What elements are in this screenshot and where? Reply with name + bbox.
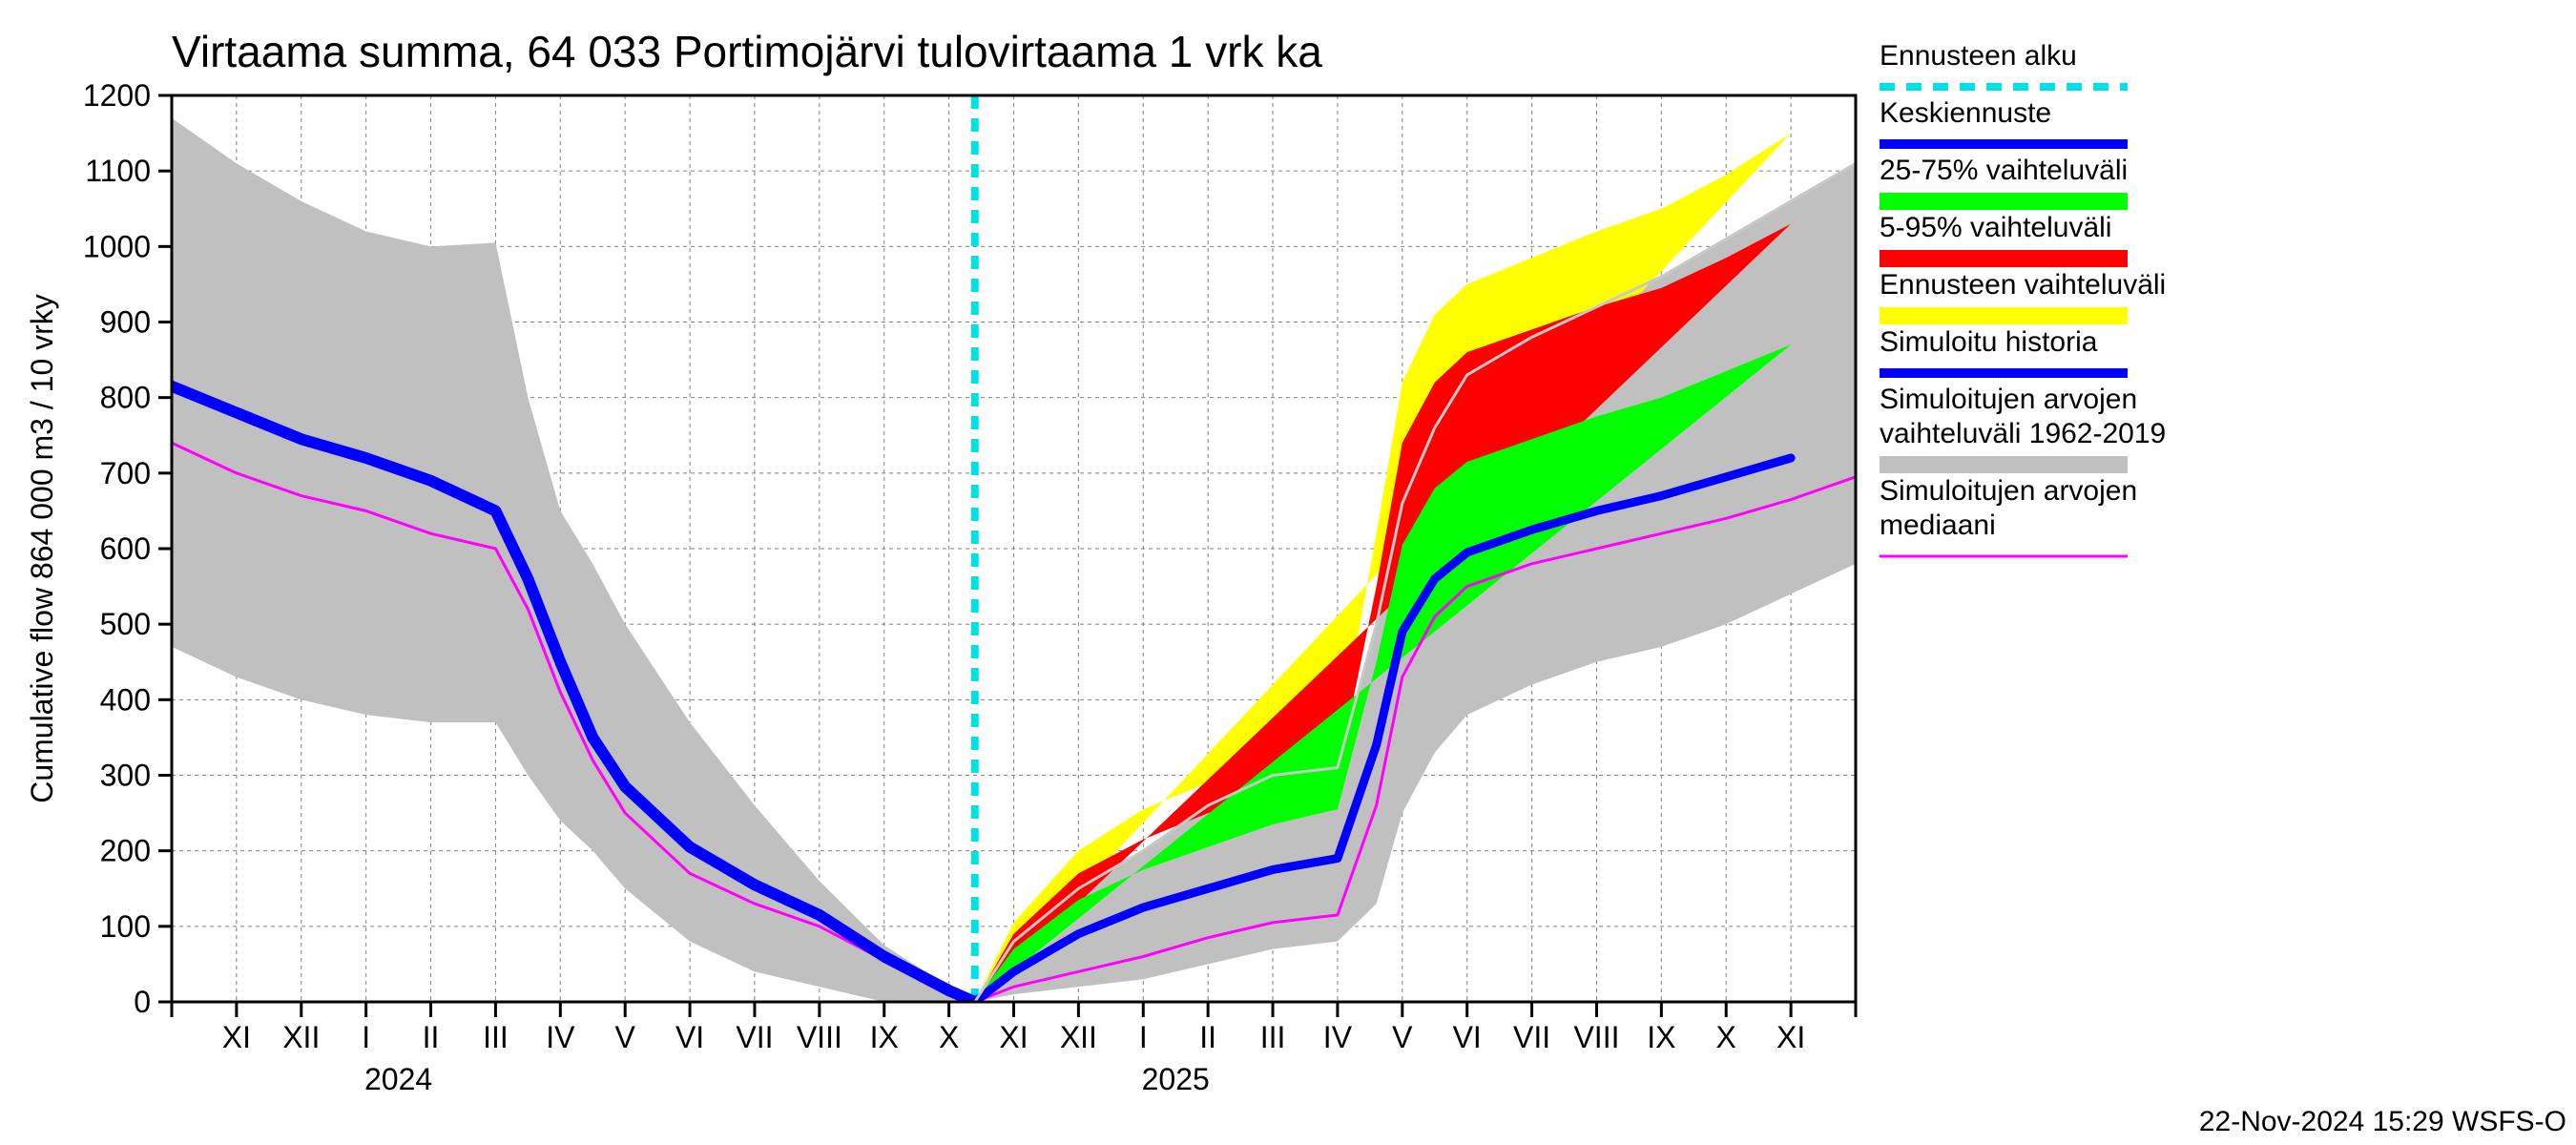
x-tick-label: I	[1139, 1020, 1148, 1054]
x-tick-label: II	[1199, 1020, 1216, 1054]
y-tick-label: 900	[100, 305, 151, 340]
legend-label: mediaani	[1880, 510, 1996, 541]
x-tick-label: IV	[546, 1020, 575, 1054]
legend-label: Keskiennuste	[1880, 97, 2051, 129]
y-tick-label: 1100	[85, 154, 151, 188]
x-tick-label: XI	[999, 1020, 1028, 1054]
y-tick-label: 600	[100, 531, 151, 566]
x-tick-label: X	[1716, 1020, 1736, 1054]
x-tick-label: XI	[1776, 1020, 1805, 1054]
x-tick-label: XII	[1060, 1020, 1097, 1054]
x-tick-label: III	[483, 1020, 509, 1054]
x-tick-label: X	[939, 1020, 959, 1054]
legend-label: Simuloitu historia	[1880, 326, 2098, 358]
x-tick-label: XII	[282, 1020, 320, 1054]
y-tick-label: 1000	[83, 229, 151, 263]
legend-label: Simuloitujen arvojen	[1880, 384, 2137, 415]
y-tick-label: 200	[100, 834, 151, 868]
legend-label: 25-75% vaihteluväli	[1880, 155, 2128, 186]
y-tick-label: 500	[100, 607, 151, 641]
y-tick-label: 800	[100, 381, 151, 415]
x-axis: XIXIIIIIIIIIVVVIVIIVIIIIXXXIXIIIIIIIIIVV…	[172, 1002, 1856, 1096]
y-tick-label: 100	[100, 909, 151, 944]
y-tick-label: 1200	[83, 78, 151, 113]
x-tick-label: IV	[1323, 1020, 1353, 1054]
legend: Ennusteen alku Keskiennuste 25-75% vaihtel…	[1880, 40, 2166, 556]
x-tick-label: VII	[1513, 1020, 1550, 1054]
chart-svg: 0 100 200 300 400 500 600 700 800 900 1000 1100 1200…	[0, 0, 2576, 1145]
legend-swatch	[1880, 307, 2128, 324]
x-tick-label: VI	[1453, 1020, 1482, 1054]
y-axis-label: Cumulative flow 864 000 m3 / 10 vrky	[25, 294, 59, 803]
x-tick-label: II	[423, 1020, 440, 1054]
chart-title: Virtaama summa, 64 033 Portimojärvi tulo…	[172, 27, 1322, 76]
x-year-label: 2025	[1142, 1062, 1210, 1096]
y-axis: 0 100 200 300 400 500 600 700 800 900 1000 1100 1200	[83, 78, 172, 1019]
legend-label: Simuloitujen arvojen	[1880, 475, 2137, 507]
x-tick-label: VI	[675, 1020, 704, 1054]
legend-swatch	[1880, 193, 2128, 210]
x-tick-label: XI	[222, 1020, 251, 1054]
legend-swatch	[1880, 456, 2128, 473]
x-tick-label: VIII	[1573, 1020, 1619, 1054]
legend-label: vaihteluväli 1962-2019	[1880, 418, 2166, 449]
x-tick-label: V	[615, 1020, 636, 1054]
legend-swatch	[1880, 250, 2128, 267]
y-tick-label: 700	[100, 456, 151, 490]
x-tick-label: IX	[870, 1020, 899, 1054]
x-tick-label: V	[1392, 1020, 1413, 1054]
chart-footer: 22-Nov-2024 15:29 WSFS-O	[2199, 1106, 2566, 1137]
legend-label: 5-95% vaihteluväli	[1880, 212, 2111, 243]
chart-container: 0 100 200 300 400 500 600 700 800 900 1000 1100 1200…	[0, 0, 2576, 1145]
x-tick-label: I	[362, 1020, 370, 1054]
x-tick-label: III	[1260, 1020, 1286, 1054]
x-tick-label: VII	[736, 1020, 773, 1054]
legend-label: Ennusteen alku	[1880, 40, 2077, 72]
x-tick-label: VIII	[797, 1020, 842, 1054]
y-tick-label: 0	[134, 985, 151, 1019]
y-tick-label: 300	[100, 759, 151, 793]
y-tick-label: 400	[100, 682, 151, 717]
x-tick-label: IX	[1647, 1020, 1675, 1054]
legend-label: Ennusteen vaihteluväli	[1880, 269, 2166, 301]
x-year-label: 2024	[364, 1062, 432, 1096]
